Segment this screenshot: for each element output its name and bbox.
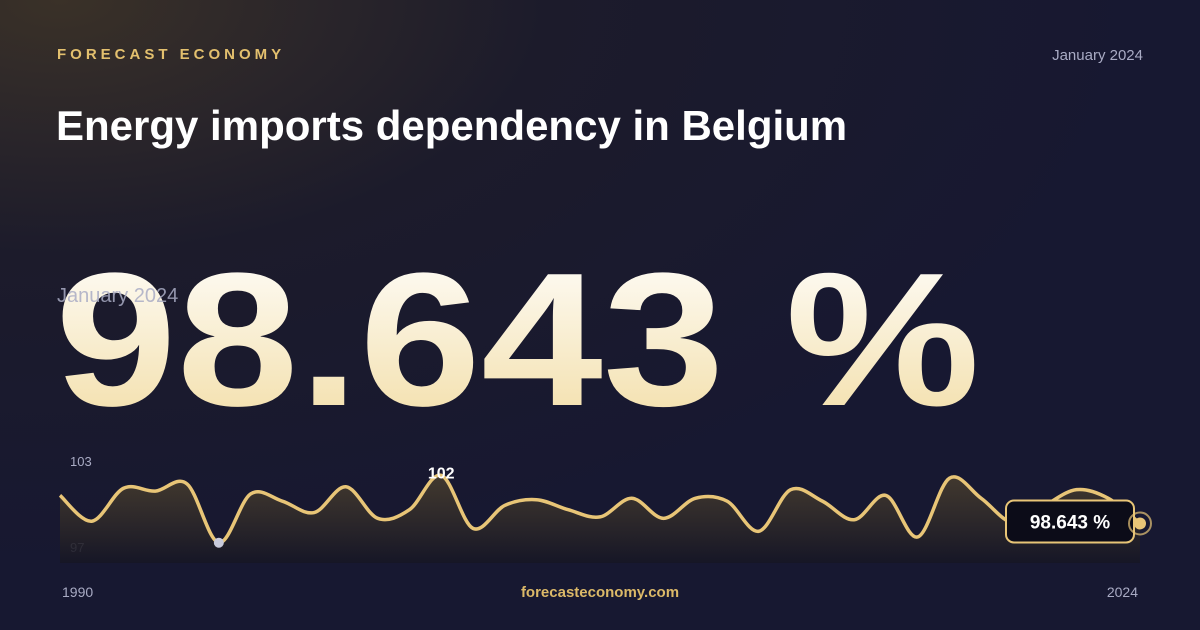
title: Energy imports dependency in Belgium <box>56 102 847 149</box>
footer: forecasteconomy.com <box>521 584 679 601</box>
x-tick-label: 2024 <box>1107 584 1138 600</box>
headline-value: 98.643 % <box>55 234 980 446</box>
end-label: 98.643 % <box>1030 512 1110 533</box>
area <box>60 475 1140 563</box>
headline-date: January 2024 <box>57 285 178 307</box>
min-point <box>213 537 224 548</box>
sparkline: 971031990202410298.643 % <box>58 454 1152 600</box>
line <box>58 473 1142 545</box>
end-badge <box>1005 499 1135 544</box>
x-tick-label: 1990 <box>62 584 93 600</box>
max-label: 102 <box>428 465 455 482</box>
date: January 2024 <box>1052 47 1143 64</box>
end-halo <box>1128 511 1152 536</box>
end-point <box>1134 517 1146 530</box>
y-tick-label: 103 <box>70 454 92 469</box>
brand: FORECAST ECONOMY <box>57 46 285 63</box>
